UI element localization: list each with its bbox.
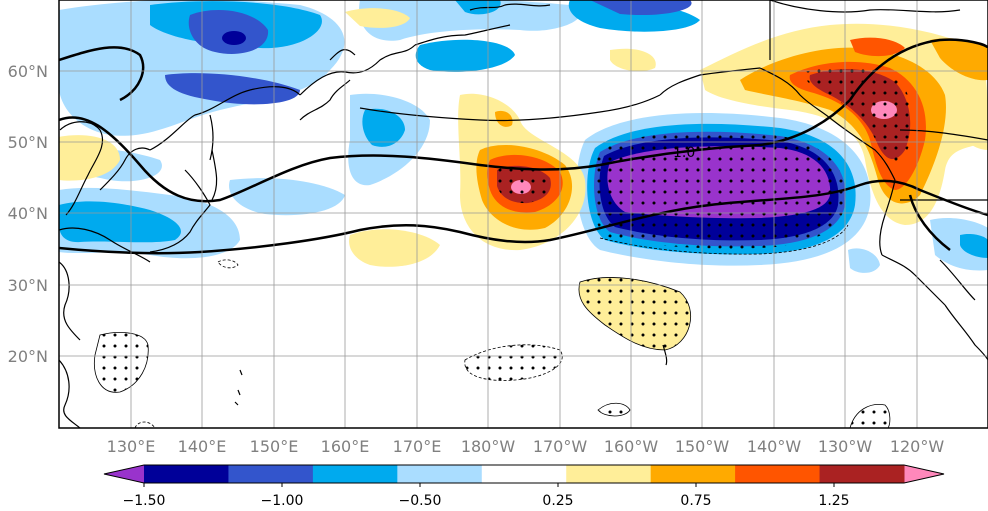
colorbar: −1.50 −1.00 −0.50 0.25 0.75 1.25 [103,464,945,509]
colorbar-cell [481,465,567,483]
latitude-labels: 60°N 50°N 40°N 30°N 20°N [8,62,48,366]
lon-label: 130°E [107,437,156,456]
contour-label: 1.0 [673,145,695,161]
colorbar-cell [228,465,314,483]
coastlines [59,0,988,428]
colorbar-cell [650,465,736,483]
colorbar-cell [566,465,652,483]
lon-label: 140°W [747,437,802,456]
significance-stippling [93,66,914,428]
lat-label: 60°N [8,62,48,81]
lon-label: 130°W [818,437,873,456]
colorbar-tick-label: −1.50 [123,493,166,509]
lon-label: 150°E [250,437,299,456]
colorbar-cell [144,465,229,483]
colorbar-tick-label: 1.25 [818,493,849,509]
colorbar-extend-low [104,465,144,483]
lon-label: 170°E [393,437,442,456]
colorbar-tick-label: 0.25 [542,493,573,509]
lat-label: 50°N [8,133,48,152]
colorbar-cell [312,465,398,483]
longitude-labels: 130°E 140°E 150°E 160°E 170°E 180°W 170°… [107,437,945,456]
lon-label: 180°W [461,437,516,456]
colorbar-cell [819,465,905,483]
lon-label: 170°W [533,437,588,456]
colorbar-cell [735,465,821,483]
map-frame [58,0,988,429]
lat-label: 40°N [8,204,48,223]
lon-label: 140°E [178,437,227,456]
map-panel: 1.0 [59,0,988,428]
lon-label: 160°W [604,437,659,456]
colorbar-tick-label: −1.00 [261,493,304,509]
lon-label: 160°E [321,437,370,456]
lat-label: 30°N [8,276,48,295]
colorbar-tick-label: −0.50 [399,493,442,509]
lon-label: 120°W [890,437,945,456]
map-grid [59,0,988,428]
colorbar-extend-high [904,465,944,483]
colorbar-cell [397,465,483,483]
contour-lines [59,38,988,255]
dashed-contours [217,224,849,269]
lat-label: 20°N [8,347,48,366]
colorbar-tick-label: 0.75 [680,493,711,509]
lon-label: 150°W [675,437,730,456]
